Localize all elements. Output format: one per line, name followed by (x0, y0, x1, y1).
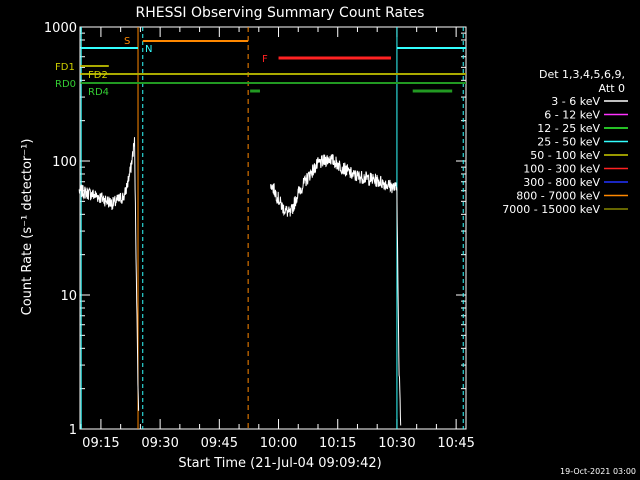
legend-entry-label: 50 - 100 keV (530, 149, 600, 162)
legend-entry-label: 12 - 25 keV (537, 122, 600, 135)
legend-entry-label: 800 - 7000 keV (516, 190, 600, 203)
flag-label: RD4 (88, 87, 109, 98)
legend-entry-label: 300 - 800 keV (523, 176, 600, 189)
legend-header-line1: Det 1,3,4,5,6,9, (539, 68, 625, 81)
series-3-6-kev (78, 137, 140, 411)
flag-label: N (145, 44, 152, 55)
y-tick-label: 1 (69, 423, 77, 438)
x-tick-label: 10:00 (260, 436, 297, 451)
chart-title: RHESSI Observing Summary Count Rates (136, 5, 425, 21)
plot-frame (79, 26, 467, 430)
flag-label: FD2 (88, 70, 108, 81)
legend-entry-label: 25 - 50 keV (537, 136, 600, 149)
plot-area: 1 10 100 1000 09:15 09:30 09:45 10:00 10:15 10:30… (44, 21, 475, 451)
y-tick-label: 100 (52, 155, 77, 170)
legend-entry-label: 6 - 12 keV (544, 109, 600, 122)
timestamp: 19-Oct-2021 03:00 (560, 467, 636, 476)
flag-label: FD1 (55, 62, 75, 73)
y-tick-label: 1000 (44, 21, 77, 36)
flag-label: S (124, 36, 130, 47)
legend-entry-label: 7000 - 15000 keV (502, 203, 600, 216)
x-tick-label: 09:15 (82, 436, 119, 451)
series-3-6-kev (270, 154, 402, 426)
flag-label: RD0 (55, 79, 76, 90)
x-tick-label: 10:30 (378, 436, 415, 451)
y-axis-label: Count Rate (s⁻¹ detector⁻¹) (20, 139, 35, 316)
flag-label: F (262, 54, 268, 65)
x-tick-label: 10:45 (437, 436, 474, 451)
legend-entry-label: 100 - 300 keV (523, 163, 600, 176)
x-axis-label: Start Time (21-Jul-04 09:09:42) (178, 456, 381, 471)
y-tick-label: 10 (60, 289, 77, 304)
x-tick-label: 09:45 (201, 436, 238, 451)
x-tick-label: 10:15 (319, 436, 356, 451)
x-tick-label: 09:30 (141, 436, 178, 451)
legend-entry-label: 3 - 6 keV (551, 95, 600, 108)
legend-header-line2: Att 0 (599, 82, 625, 95)
